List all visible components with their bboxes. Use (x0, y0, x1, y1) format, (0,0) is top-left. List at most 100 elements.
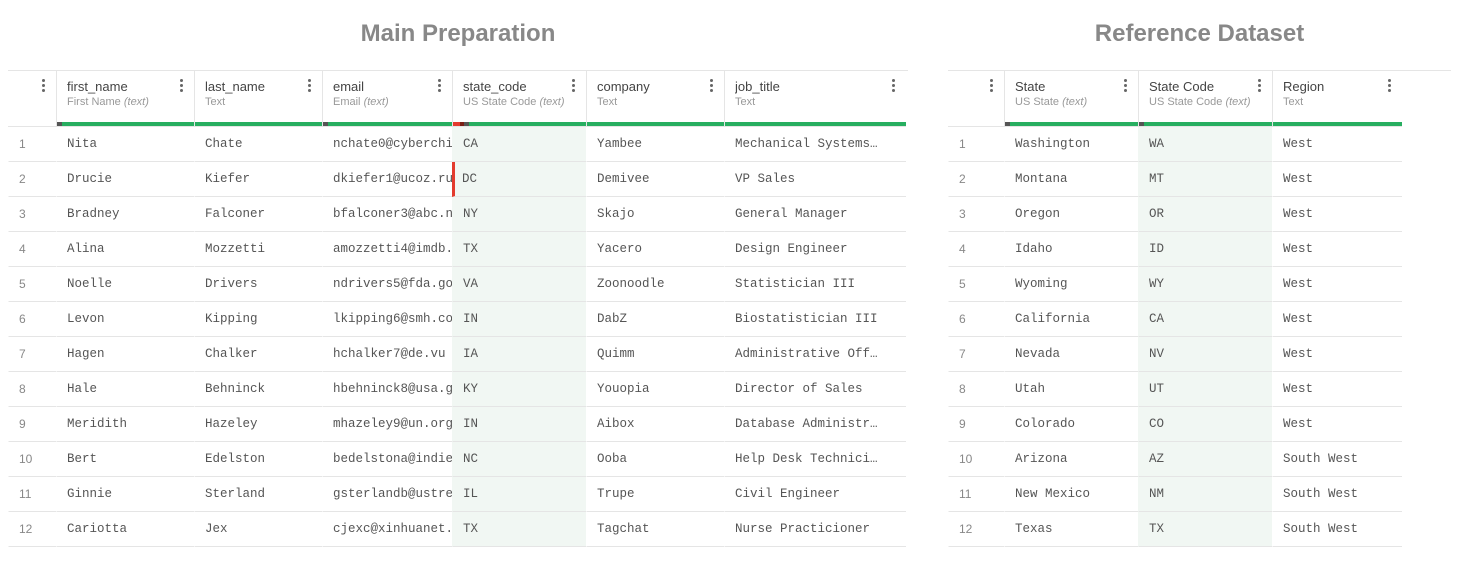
row-number[interactable]: 5 (8, 267, 56, 302)
table-cell[interactable]: South West (1272, 512, 1402, 547)
table-cell[interactable]: Edelston (194, 442, 322, 477)
table-cell[interactable]: IN (452, 407, 586, 442)
table-cell[interactable]: Chate (194, 127, 322, 162)
left-column-menu-icon[interactable] (432, 79, 446, 92)
right-column-menu-icon[interactable] (1118, 79, 1132, 92)
table-cell[interactable]: Alina (56, 232, 194, 267)
table-cell[interactable]: VP Sales (724, 162, 906, 197)
table-cell[interactable]: Wyoming (1004, 267, 1138, 302)
right-column-header[interactable]: State CodeUS State Code (text) (1138, 71, 1272, 127)
table-cell[interactable]: Hazeley (194, 407, 322, 442)
table-cell[interactable]: Skajo (586, 197, 724, 232)
table-cell[interactable]: NC (452, 442, 586, 477)
table-cell[interactable]: Oregon (1004, 197, 1138, 232)
table-cell[interactable]: Nita (56, 127, 194, 162)
table-cell[interactable]: Aibox (586, 407, 724, 442)
table-cell[interactable]: Cariotta (56, 512, 194, 547)
left-column-menu-icon[interactable] (704, 79, 718, 92)
table-cell[interactable]: Quimm (586, 337, 724, 372)
row-number[interactable]: 12 (8, 512, 56, 547)
table-cell[interactable]: West (1272, 127, 1402, 162)
table-cell[interactable]: Meridith (56, 407, 194, 442)
table-cell[interactable]: Texas (1004, 512, 1138, 547)
table-cell[interactable]: Yacero (586, 232, 724, 267)
table-cell[interactable]: Trupe (586, 477, 724, 512)
left-column-menu-icon[interactable] (566, 79, 580, 92)
left-column-menu-icon[interactable] (886, 79, 900, 92)
left-column-header[interactable]: job_titleText (724, 71, 906, 127)
table-cell[interactable]: Database Administr… (724, 407, 906, 442)
row-number[interactable]: 9 (948, 407, 1004, 442)
row-number[interactable]: 1 (948, 127, 1004, 162)
row-number[interactable]: 2 (948, 162, 1004, 197)
table-cell[interactable]: Director of Sales (724, 372, 906, 407)
left-column-header[interactable]: first_nameFirst Name (text) (56, 71, 194, 127)
table-cell[interactable]: Mozzetti (194, 232, 322, 267)
row-number[interactable]: 4 (948, 232, 1004, 267)
table-cell[interactable]: South West (1272, 442, 1402, 477)
table-cell[interactable]: bfalconer3@abc.net… (322, 197, 452, 232)
table-cell[interactable]: Biostatistician III (724, 302, 906, 337)
table-cell[interactable]: West (1272, 302, 1402, 337)
table-cell[interactable]: Design Engineer (724, 232, 906, 267)
row-number[interactable]: 6 (948, 302, 1004, 337)
table-cell[interactable]: ndrivers5@fda.gov (322, 267, 452, 302)
left-column-header[interactable]: last_nameText (194, 71, 322, 127)
table-cell[interactable]: MT (1138, 162, 1272, 197)
right-column-header[interactable]: StateUS State (text) (1004, 71, 1138, 127)
table-cell[interactable]: NY (452, 197, 586, 232)
row-number[interactable]: 11 (948, 477, 1004, 512)
row-number[interactable]: 5 (948, 267, 1004, 302)
table-cell[interactable]: WA (1138, 127, 1272, 162)
table-cell[interactable]: Bert (56, 442, 194, 477)
table-cell[interactable]: VA (452, 267, 586, 302)
table-cell[interactable]: TX (1138, 512, 1272, 547)
table-cell[interactable]: IA (452, 337, 586, 372)
table-cell[interactable]: Youopia (586, 372, 724, 407)
table-cell[interactable]: TX (452, 232, 586, 267)
table-cell[interactable]: DabZ (586, 302, 724, 337)
table-cell[interactable]: UT (1138, 372, 1272, 407)
table-cell[interactable]: lkipping6@smh.com.… (322, 302, 452, 337)
left-column-menu-icon[interactable] (174, 79, 188, 92)
table-cell[interactable]: Yambee (586, 127, 724, 162)
table-cell[interactable]: ID (1138, 232, 1272, 267)
left-column-header[interactable]: state_codeUS State Code (text) (452, 71, 586, 127)
table-cell[interactable]: Chalker (194, 337, 322, 372)
row-number[interactable]: 8 (8, 372, 56, 407)
table-cell[interactable]: Ooba (586, 442, 724, 477)
table-cell[interactable]: West (1272, 162, 1402, 197)
row-number[interactable]: 10 (948, 442, 1004, 477)
table-cell[interactable]: DC (452, 162, 586, 197)
table-cell[interactable]: nchate0@cyberchimp… (322, 127, 452, 162)
table-cell[interactable]: Behninck (194, 372, 322, 407)
left-rownum-menu-icon[interactable] (36, 79, 50, 92)
table-cell[interactable]: Levon (56, 302, 194, 337)
table-cell[interactable]: Idaho (1004, 232, 1138, 267)
row-number[interactable]: 3 (8, 197, 56, 232)
table-cell[interactable]: West (1272, 372, 1402, 407)
table-cell[interactable]: Ginnie (56, 477, 194, 512)
table-cell[interactable]: South West (1272, 477, 1402, 512)
row-number[interactable]: 12 (948, 512, 1004, 547)
table-cell[interactable]: dkiefer1@ucoz.ru (322, 162, 452, 197)
table-cell[interactable]: OR (1138, 197, 1272, 232)
table-cell[interactable]: Kipping (194, 302, 322, 337)
right-column-menu-icon[interactable] (1382, 79, 1396, 92)
table-cell[interactable]: West (1272, 337, 1402, 372)
table-cell[interactable]: bedelstona@indiego… (322, 442, 452, 477)
row-number[interactable]: 6 (8, 302, 56, 337)
table-cell[interactable]: Arizona (1004, 442, 1138, 477)
row-number[interactable]: 2 (8, 162, 56, 197)
table-cell[interactable]: hchalker7@de.vu (322, 337, 452, 372)
row-number[interactable]: 9 (8, 407, 56, 442)
row-number[interactable]: 11 (8, 477, 56, 512)
table-cell[interactable]: IL (452, 477, 586, 512)
right-rownum-menu-icon[interactable] (984, 79, 998, 92)
table-cell[interactable]: Utah (1004, 372, 1138, 407)
left-column-header[interactable]: emailEmail (text) (322, 71, 452, 127)
table-cell[interactable]: NV (1138, 337, 1272, 372)
table-cell[interactable]: Administrative Off… (724, 337, 906, 372)
left-column-header[interactable]: companyText (586, 71, 724, 127)
table-cell[interactable]: mhazeley9@un.org (322, 407, 452, 442)
